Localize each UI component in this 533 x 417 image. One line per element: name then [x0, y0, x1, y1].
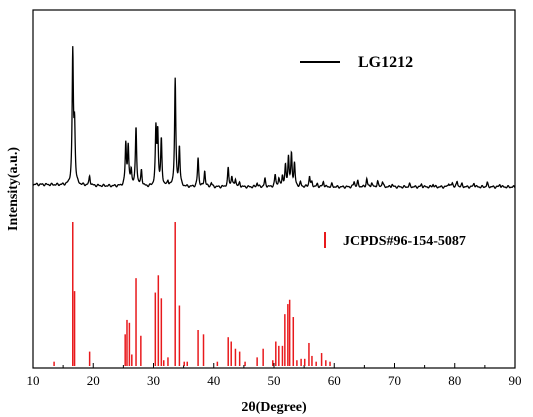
x-tick-label: 30: [147, 373, 160, 388]
series-jcpds-reference: [53, 222, 331, 366]
x-tick-label: 60: [328, 373, 341, 388]
y-axis-label: Intensity(a.u.): [6, 147, 21, 231]
legend-label-jcpds: JCPDS#96-154-5087: [343, 234, 466, 249]
x-axis-label: 2θ(Degree): [241, 400, 307, 415]
x-tick-label: 80: [448, 373, 461, 388]
x-axis-tick-labels: 10 20 30 40 50 60 70 80 90: [27, 373, 522, 388]
x-tick-label: 70: [388, 373, 401, 388]
x-axis-ticks: [32, 363, 516, 368]
series-lg1212: [32, 46, 516, 189]
x-tick-label: 10: [27, 373, 40, 388]
x-tick-label: 40: [207, 373, 220, 388]
legend-label-lg1212: LG1212: [358, 54, 413, 71]
x-tick-label: 20: [87, 373, 100, 388]
lg1212-pattern-line: [32, 46, 516, 189]
x-tick-label: 50: [268, 373, 281, 388]
plot-frame: [32, 9, 516, 369]
x-tick-label: 90: [509, 373, 522, 388]
